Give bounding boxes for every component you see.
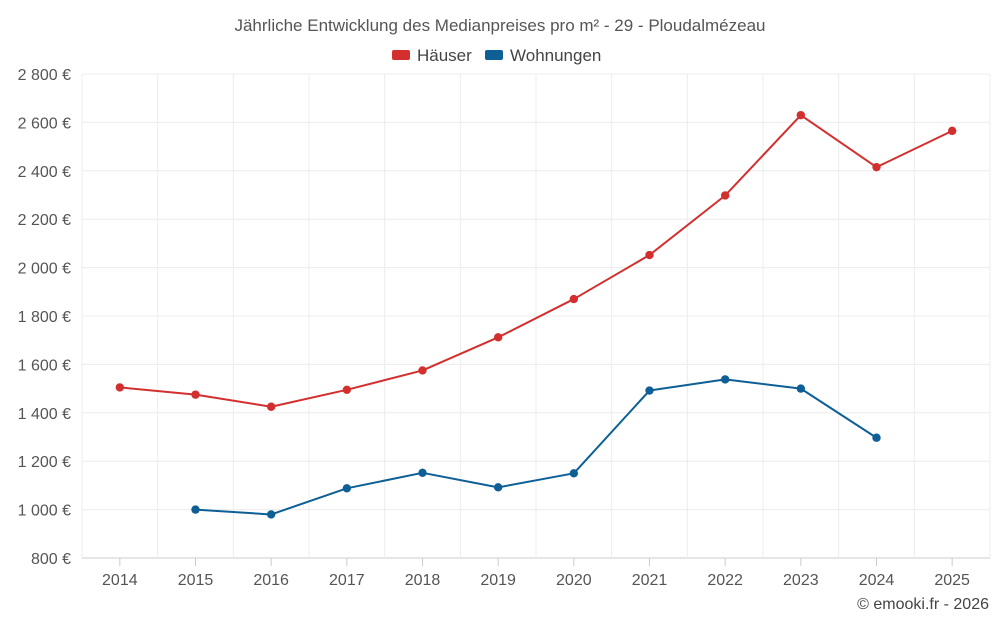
data-point-h-user-2016[interactable] (266, 402, 276, 411)
legend-item-wohnungen[interactable]: Wohnungen (485, 46, 601, 65)
y-tick-label: 2 800 € (18, 67, 71, 84)
y-tick-label: 2 200 € (18, 212, 71, 229)
data-point-h-user-2019[interactable] (493, 333, 503, 342)
data-point-wohnungen-2015[interactable] (191, 505, 200, 514)
data-point-h-user-2017[interactable] (342, 385, 352, 395)
data-point-wohnungen-2023[interactable] (796, 384, 806, 393)
x-tick-label: 2022 (707, 572, 743, 589)
y-tick-label: 1 000 € (18, 503, 71, 520)
legend-swatch-hauser (392, 50, 410, 60)
x-tick-label: 2016 (253, 572, 289, 589)
y-tick-label: 2 400 € (18, 164, 71, 181)
data-point-h-user-2024[interactable] (872, 162, 881, 172)
legend-label-hauser: Häuser (417, 46, 472, 65)
y-tick-label: 800 € (31, 551, 71, 568)
x-tick-label: 2014 (102, 572, 138, 589)
data-point-h-user-2015[interactable] (191, 390, 200, 399)
data-point-h-user-2018[interactable] (418, 366, 427, 375)
data-point-h-user-2021[interactable] (645, 250, 654, 260)
data-point-h-user-2022[interactable] (720, 191, 730, 200)
data-point-wohnungen-2021[interactable] (645, 386, 654, 395)
y-tick-label: 1 800 € (18, 309, 71, 326)
data-point-wohnungen-2024[interactable] (872, 433, 881, 442)
y-tick-label: 2 000 € (18, 261, 71, 278)
legend: Häuser Wohnungen (392, 46, 601, 65)
legend-swatch-wohnungen (485, 50, 503, 60)
y-tick-label: 1 200 € (18, 454, 71, 471)
x-tick-label: 2025 (934, 572, 970, 589)
chart-title: Jährliche Entwicklung des Medianpreises … (234, 16, 765, 35)
data-point-wohnungen-2020[interactable] (569, 469, 579, 478)
data-point-wohnungen-2018[interactable] (418, 468, 427, 478)
y-tick-label: 1 400 € (18, 406, 71, 423)
x-tick-label: 2019 (480, 572, 516, 589)
data-point-h-user-2023[interactable] (796, 110, 806, 120)
series-line-wohnungen (195, 378, 878, 516)
credit-text: © emooki.fr - 2026 (857, 596, 989, 613)
x-tick-label: 2021 (632, 572, 668, 589)
data-point-wohnungen-2022[interactable] (720, 375, 730, 384)
data-point-wohnungen-2016[interactable] (266, 510, 276, 519)
axes: 800 € 1 000 € 1 200 € 1 400 € 1 600 € 1 800 €… (18, 67, 970, 589)
x-tick-label: 2015 (178, 572, 214, 589)
x-tick-label: 2024 (859, 572, 895, 589)
x-tick-label: 2018 (405, 572, 441, 589)
x-tick-label: 2023 (783, 572, 819, 589)
data-point-wohnungen-2017[interactable] (342, 484, 352, 493)
x-tick-label: 2020 (556, 572, 592, 589)
legend-label-wohnungen: Wohnungen (510, 46, 601, 65)
data-point-wohnungen-2019[interactable] (493, 483, 503, 492)
grid (81, 73, 991, 559)
x-tick-label: 2017 (329, 572, 365, 589)
legend-item-hauser[interactable]: Häuser (392, 46, 472, 65)
data-point-h-user-2025[interactable] (947, 126, 957, 136)
series-layer (115, 110, 957, 519)
y-tick-label: 2 600 € (18, 115, 71, 132)
data-point-h-user-2014[interactable] (115, 383, 125, 392)
data-point-h-user-2020[interactable] (569, 294, 579, 304)
y-tick-label: 1 600 € (18, 357, 71, 374)
series-line-h-user (119, 114, 953, 408)
